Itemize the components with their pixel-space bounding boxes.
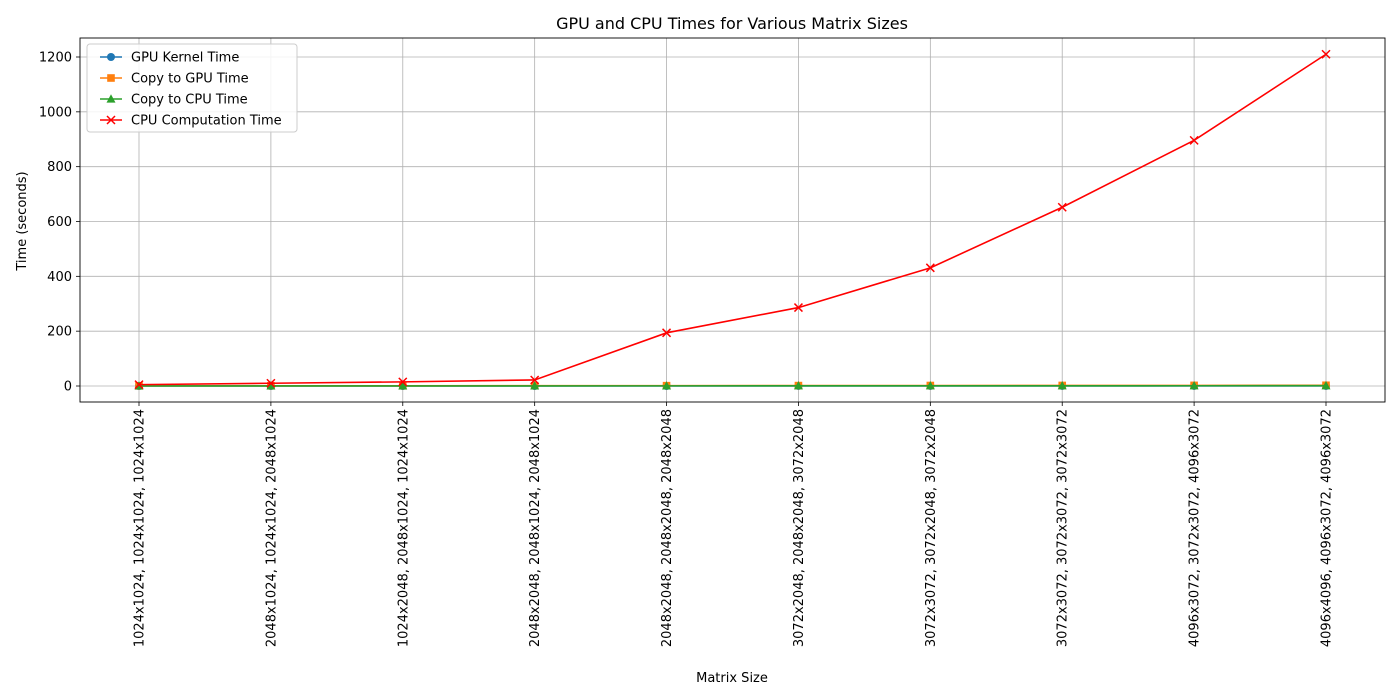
legend-box [86,43,298,133]
data-point [398,381,408,390]
y-tick-label: 1000 [39,105,72,120]
x-tick-label: 3072x2048, 2048x2048, 3072x2048 [792,409,807,647]
plot-frame [79,37,1386,403]
series-layer [134,49,1331,390]
legend-marker [107,53,115,61]
y-tick-label: 400 [47,270,72,285]
data-point [398,377,408,387]
data-point [793,303,803,313]
y-tick-label: 600 [47,215,72,230]
series-copy-to-cpu-time [134,380,1331,390]
data-point [1321,380,1331,390]
legend-entry: Copy to GPU Time [131,72,249,87]
x-axis-label: Matrix Size [696,671,768,686]
legend-marker [106,115,116,125]
data-point [925,381,935,390]
data-point [134,380,144,390]
legend: GPU Kernel Time Copy to GPU Time Copy to C… [86,43,298,133]
data-point [1057,202,1067,212]
y-tick-label: 0 [64,380,72,395]
data-point [793,381,803,390]
x-tick-label: 2048x2048, 2048x1024, 2048x1024 [528,409,543,647]
legend-entry: GPU Kernel Time [131,51,239,66]
series-line [138,53,1327,386]
x-tick-label: 2048x1024, 1024x1024, 2048x1024 [264,409,279,647]
y-tick-label: 1200 [39,51,72,66]
y-tick-label: 200 [47,325,72,340]
data-point [530,375,540,385]
chart-title: GPU and CPU Times for Various Matrix Siz… [556,14,908,33]
axes: 1024x1024, 1024x1024, 1024x1024 2048x1024… [39,37,1386,647]
data-point [1189,135,1199,145]
x-tick-label: 3072x3072, 3072x3072, 3072x3072 [1056,409,1071,647]
data-point [662,381,672,390]
data-point [662,328,672,338]
data-point [1057,380,1067,390]
x-tick-label: 1024x2048, 2048x1024, 1024x1024 [396,409,411,647]
x-tick-label: 2048x2048, 2048x2048, 2048x2048 [660,409,675,647]
data-point [266,381,276,390]
legend-marker [107,74,115,82]
x-tick-label: 4096x4096, 4096x3072, 4096x3072 [1320,409,1335,647]
data-point [925,263,935,273]
x-tick-label: 4096x3072, 3072x3072, 4096x3072 [1188,409,1203,647]
legend-entry: CPU Computation Time [131,114,282,129]
series-cpu-computation-time [134,49,1331,390]
legend-marker [106,94,116,103]
y-tick-label: 800 [47,160,72,175]
data-point [530,381,540,390]
data-point [266,378,276,388]
data-point [1189,380,1199,390]
x-tick-label: 1024x1024, 1024x1024, 1024x1024 [133,409,148,647]
data-point [1321,49,1331,59]
legend-entry: Copy to CPU Time [131,93,248,108]
x-tick-label: 3072x3072, 3072x2048, 3072x2048 [924,409,939,647]
y-axis-label: Time (seconds) [15,171,30,271]
